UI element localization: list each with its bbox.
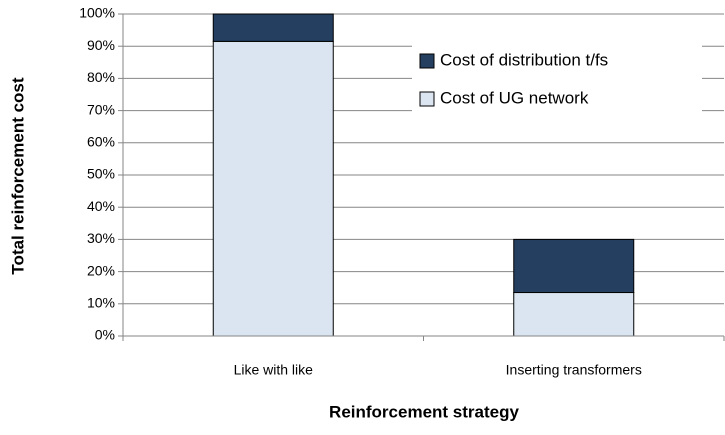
legend-swatch [419,53,435,69]
y-axis-title: Total reinforcement cost [8,77,27,274]
x-axis-title: Reinforcement strategy [329,402,519,421]
y-tick-label: 90% [87,37,115,53]
y-tick-label: 100% [79,5,115,21]
bar-segment [212,40,334,337]
legend-box [412,42,702,120]
x-tick-label: Like with like [234,362,314,378]
y-tick-label: 70% [87,101,115,117]
y-tick-label: 20% [87,262,115,278]
y-tick-label: 60% [87,134,115,150]
legend-label: Cost of distribution t/fs [440,50,608,69]
legend-label: Cost of UG network [440,88,589,107]
y-tick-label: 50% [87,166,115,182]
y-tick-label: 80% [87,69,115,85]
bar-segment [513,292,635,337]
x-tick-label: Inserting transformers [506,362,642,378]
y-tick-label: 30% [87,230,115,246]
y-tick-label: 0% [95,327,115,343]
y-tick-label: 40% [87,198,115,214]
bar-segment [513,238,635,294]
legend-swatch [419,91,435,107]
bar-segment [212,13,334,42]
y-tick-label: 10% [87,295,115,311]
